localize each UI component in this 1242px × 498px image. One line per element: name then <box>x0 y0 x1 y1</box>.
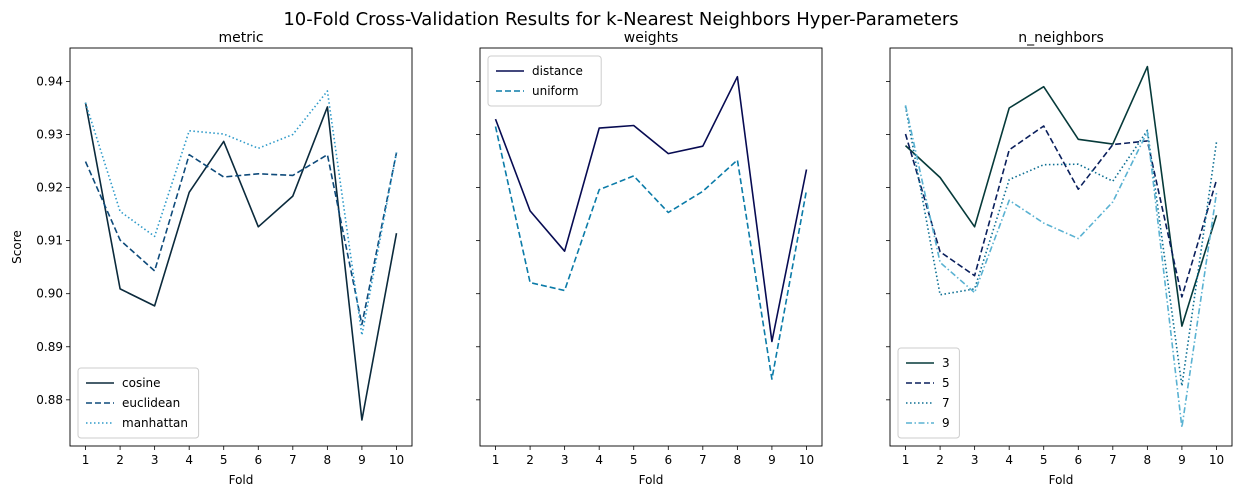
legend-label: manhattan <box>122 416 188 430</box>
x-tick-label: 9 <box>768 453 776 467</box>
legend-label: 9 <box>942 416 950 430</box>
legend-label: 7 <box>942 396 950 410</box>
legend-frame <box>77 367 200 439</box>
x-tick-label: 6 <box>1074 453 1082 467</box>
y-axis-label: Score <box>10 230 24 264</box>
x-tick-label: 5 <box>1040 453 1048 467</box>
x-tick-label: 9 <box>358 453 366 467</box>
axes-frame <box>889 47 1233 447</box>
x-tick-label: 8 <box>734 453 742 467</box>
x-tick-label: 1 <box>492 453 500 467</box>
x-tick-label: 10 <box>799 453 814 467</box>
y-tick-label: 0.94 <box>36 74 63 88</box>
panel-title: metric <box>218 30 263 46</box>
legend-label: euclidean <box>122 396 180 410</box>
x-tick-label: 3 <box>971 453 979 467</box>
legend-frame <box>897 347 960 439</box>
y-tick-label: 0.88 <box>36 393 63 407</box>
x-axis-label: Fold <box>639 473 664 487</box>
legend: 3 5 7 9 <box>897 347 960 439</box>
series-line-5 <box>904 125 1218 298</box>
series-line-9 <box>904 105 1218 429</box>
x-tick-label: 6 <box>254 453 262 467</box>
x-tick-label: 2 <box>936 453 944 467</box>
panel-2: n_neighbors 1 2 3 4 5 6 7 8 9 10 Fold 3 5 7 9 <box>886 30 1233 487</box>
series-line-7 <box>904 106 1218 387</box>
x-tick-label: 1 <box>902 453 910 467</box>
x-tick-label: 5 <box>220 453 228 467</box>
x-tick-label: 1 <box>82 453 90 467</box>
panel-title: weights <box>624 30 679 46</box>
y-tick-label: 0.92 <box>36 181 63 195</box>
axes-frame <box>479 47 823 447</box>
legend-label: 5 <box>942 376 950 390</box>
panels: metric 1 2 3 4 5 6 7 8 9 10 0.88 0.89 0.90 0.91 0.92 0.9… <box>10 30 1233 487</box>
series-line-manhattan <box>84 90 398 336</box>
panel-title: n_neighbors <box>1018 30 1104 46</box>
x-tick-label: 10 <box>389 453 404 467</box>
series-line-distance <box>494 75 808 343</box>
legend-label: 3 <box>942 356 950 370</box>
series-line-cosine <box>84 102 398 421</box>
legend-label: cosine <box>122 376 161 390</box>
y-tick-label: 0.90 <box>36 287 63 301</box>
series-line-uniform <box>494 126 808 380</box>
figure-title: 10-Fold Cross-Validation Results for k-N… <box>283 9 958 30</box>
x-axis-label: Fold <box>229 473 254 487</box>
legend: cosine euclidean manhattan <box>77 367 200 439</box>
panel-0: metric 1 2 3 4 5 6 7 8 9 10 0.88 0.89 0.90 0.91 0.92 0.9… <box>10 30 413 487</box>
series-line-3 <box>904 65 1218 327</box>
x-tick-label: 3 <box>561 453 569 467</box>
x-tick-label: 4 <box>1005 453 1013 467</box>
legend-frame <box>487 55 602 107</box>
x-tick-label: 4 <box>595 453 603 467</box>
x-tick-label: 6 <box>664 453 672 467</box>
x-tick-label: 9 <box>1178 453 1186 467</box>
x-tick-label: 7 <box>699 453 707 467</box>
x-tick-label: 2 <box>116 453 124 467</box>
legend: distance uniform <box>487 55 602 107</box>
x-tick-label: 8 <box>324 453 332 467</box>
x-tick-label: 8 <box>1144 453 1152 467</box>
legend-label: uniform <box>532 84 579 98</box>
y-tick-label: 0.91 <box>36 234 63 248</box>
x-axis-label: Fold <box>1049 473 1074 487</box>
series-line-euclidean <box>84 152 398 326</box>
x-tick-label: 10 <box>1209 453 1224 467</box>
x-tick-label: 7 <box>1109 453 1117 467</box>
x-tick-label: 7 <box>289 453 297 467</box>
x-tick-label: 4 <box>185 453 193 467</box>
axes-frame <box>69 47 413 447</box>
x-tick-label: 5 <box>630 453 638 467</box>
y-tick-label: 0.89 <box>36 340 63 354</box>
y-tick-label: 0.93 <box>36 127 63 141</box>
x-tick-label: 2 <box>526 453 534 467</box>
legend-label: distance <box>532 64 583 78</box>
panel-1: weights 1 2 3 4 5 6 7 8 9 10 Fold distance uniform <box>476 30 823 487</box>
x-tick-label: 3 <box>151 453 159 467</box>
